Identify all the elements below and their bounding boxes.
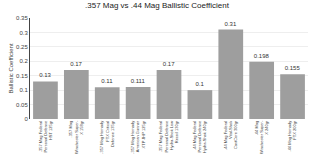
svg-text:0.17: 0.17	[163, 61, 175, 67]
svg-text:0.1: 0.1	[195, 81, 204, 87]
svg-text:Ballistic Coefficient: Ballistic Coefficient	[8, 43, 14, 94]
svg-text:0.1: 0.1	[19, 87, 28, 93]
svg-text:0.15: 0.15	[16, 73, 28, 79]
svg-text:0.155: 0.155	[285, 65, 301, 71]
svg-text:0.111: 0.111	[131, 78, 146, 84]
svg-text:0.05: 0.05	[16, 102, 28, 108]
svg-text:0.13: 0.13	[39, 72, 51, 78]
svg-text:.357 Mag FederalPersonal Defen: .357 Mag FederalPersonal DefenseHydra-Sh…	[159, 120, 180, 153]
svg-text:.357 Mag FederalPersonal Defen: .357 Mag FederalPersonal DefenseHST 125g…	[38, 120, 53, 153]
svg-text:0.198: 0.198	[254, 53, 270, 59]
svg-text:0.31: 0.31	[225, 21, 237, 27]
svg-text:0.11: 0.11	[101, 78, 113, 84]
svg-text:.44 Mag FederalVital-ShokCastC: .44 Mag FederalVital-ShokCastCore 300gr	[223, 120, 238, 150]
svg-text:.44 Mag HornadyFTX 200gr: .44 Mag HornadyFTX 200gr	[287, 120, 297, 151]
svg-text:0.25: 0.25	[16, 44, 28, 50]
svg-text:0.35: 0.35	[16, 15, 28, 21]
svg-text:.44 MagWinchester Super-X 240g: .44 MagWinchester Super-X 240gr	[254, 120, 269, 154]
svg-text:.357 Mag HornadyAmerican Gunne: .357 Mag HornadyAmerican GunnerXTP JHP 1…	[130, 120, 145, 154]
svg-text:.357 Mag HornadyFTX CriticalDe: .357 Mag HornadyFTX CriticalDefense 135g…	[99, 120, 114, 154]
svg-text:.357 MagWinchester Super-X 158: .357 MagWinchester Super-X 158gr	[68, 120, 83, 154]
svg-text:0.3: 0.3	[19, 30, 28, 36]
svg-text:.357 Mag vs .44 Mag Ballistic: .357 Mag vs .44 Mag Ballistic Coefficien…	[85, 1, 230, 10]
svg-text:.44 Mag FederalPersonal Defens: .44 Mag FederalPersonal DefenseHydra-Sho…	[192, 120, 207, 153]
svg-text:0.2: 0.2	[19, 58, 28, 64]
svg-text:0.17: 0.17	[70, 61, 82, 67]
svg-text:0: 0	[24, 116, 28, 122]
